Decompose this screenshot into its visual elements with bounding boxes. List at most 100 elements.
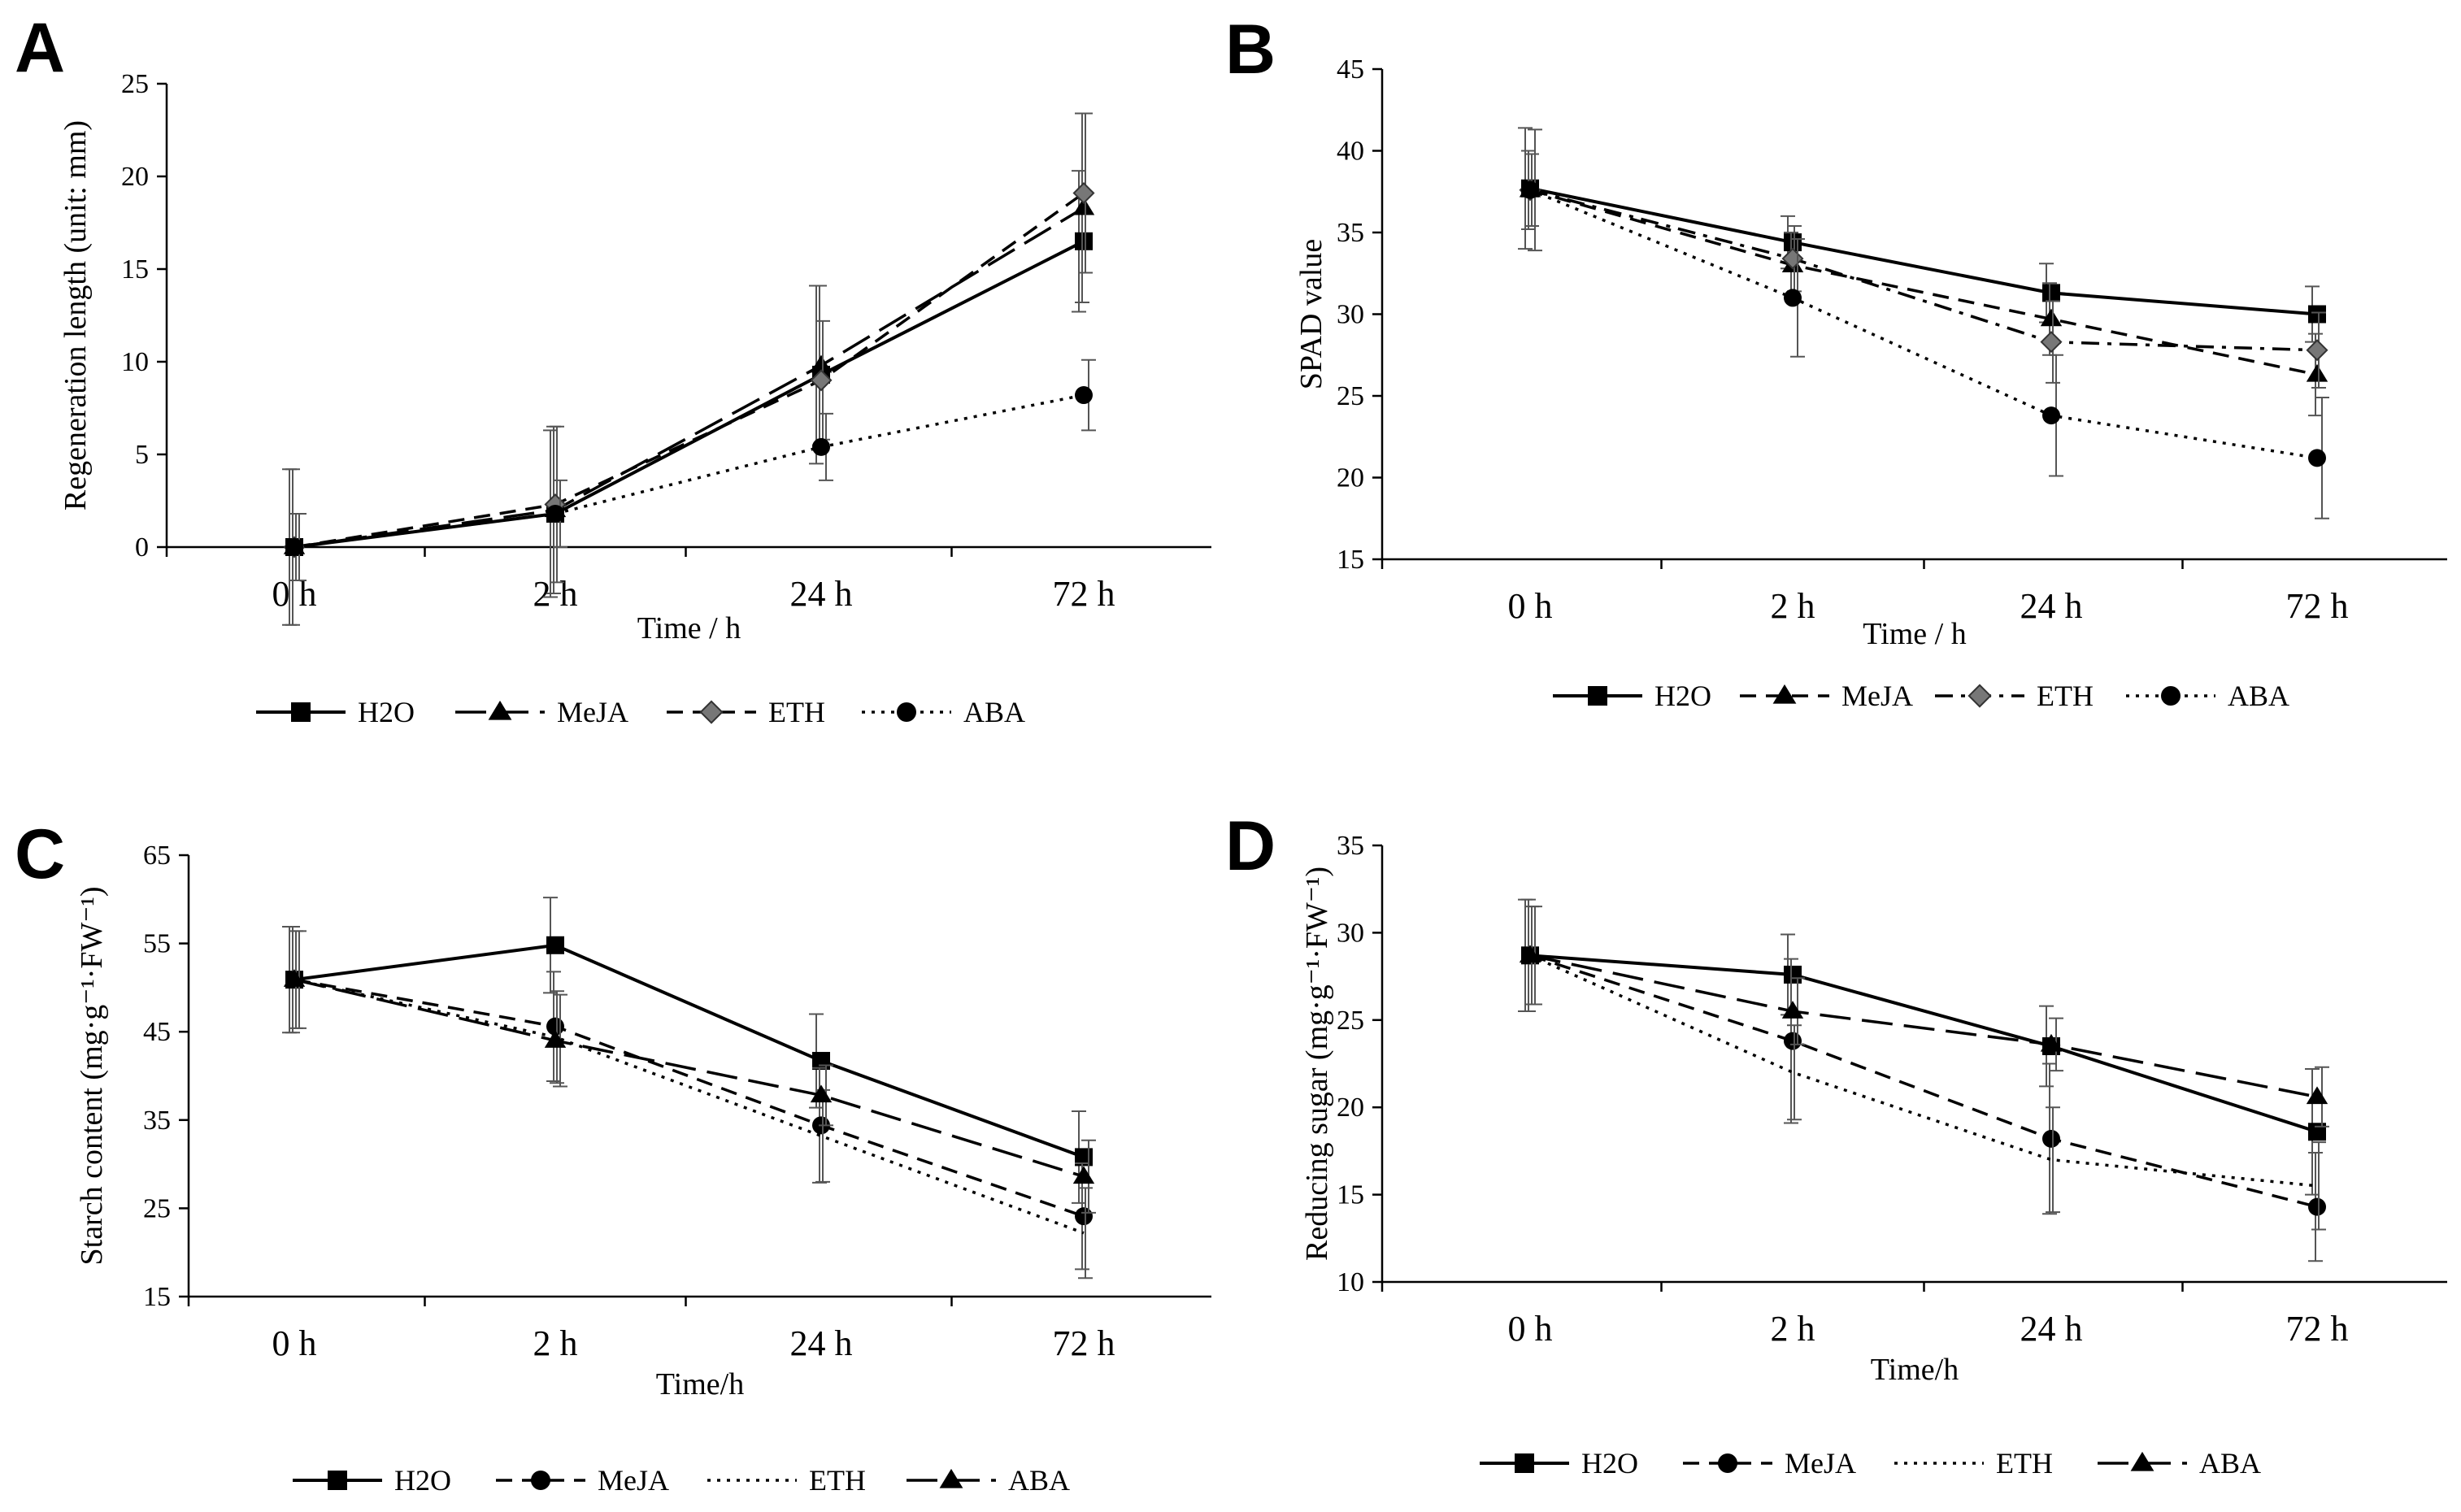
- series-aba: [1521, 128, 2329, 519]
- data-point: [2308, 1197, 2326, 1216]
- legend-label: ETH: [768, 696, 825, 728]
- legend-entry-aba: ABA: [2098, 1447, 2261, 1479]
- legend-marker: [2161, 686, 2181, 706]
- legend-entry-meja: MeJA: [1683, 1447, 1856, 1479]
- x-tick-label: 2 h: [1771, 586, 1815, 626]
- series-line: [293, 978, 1085, 1235]
- legend-label: ABA: [1008, 1464, 1070, 1497]
- y-tick-label: 30: [1337, 918, 1364, 948]
- x-axis-label: Time/h: [1871, 1353, 1959, 1387]
- legend-entry-meja: MeJA: [455, 696, 628, 728]
- panel-letter: C: [15, 815, 65, 893]
- y-tick-label: 45: [143, 1017, 171, 1047]
- legend-label: ETH: [809, 1464, 866, 1497]
- y-tick-label: 20: [1337, 463, 1364, 493]
- series-eth: [283, 112, 1095, 584]
- panel-letter: A: [15, 9, 65, 87]
- data-point: [1072, 197, 1095, 215]
- data-point: [1519, 945, 1541, 963]
- legend-marker: [1515, 1453, 1534, 1473]
- legend-label: H2O: [394, 1464, 451, 1497]
- data-point: [810, 369, 833, 392]
- data-point: [2042, 284, 2060, 302]
- x-tick-label: 2 h: [533, 1323, 578, 1363]
- legend-label: ABA: [2199, 1447, 2261, 1479]
- y-tick-label: 25: [1337, 1006, 1364, 1036]
- data-point: [1521, 180, 1539, 199]
- series-line: [293, 978, 1085, 1218]
- chart-panel-d: D 10 15 20 25 30 35 0 h 2 h 24 h 72 h Time/h Reducin…: [1225, 807, 2447, 1479]
- data-point: [2042, 1129, 2060, 1148]
- series-meja: [285, 925, 1093, 1271]
- series-h2o: [282, 170, 1093, 626]
- data-point: [2040, 331, 2063, 354]
- y-axis-label: Regeneration length (unit: mm): [59, 120, 93, 511]
- series-h2o: [1518, 898, 2326, 1196]
- data-point: [810, 1084, 833, 1103]
- legend-entry-aba: ABA: [2126, 680, 2289, 712]
- legend-entry-eth: ETH: [1935, 680, 2094, 712]
- legend-marker: [1772, 684, 1797, 704]
- legend-label: MeJA: [1785, 1447, 1856, 1479]
- y-tick-label: 25: [143, 1193, 171, 1223]
- legend-label: ABA: [2228, 680, 2289, 712]
- data-point: [283, 969, 306, 987]
- legend-entry-h2o: H2O: [256, 696, 415, 728]
- y-tick-label: 0: [135, 532, 149, 563]
- series-line: [1529, 954, 2318, 1134]
- x-tick-label: 0 h: [1508, 1309, 1553, 1349]
- x-tick-label: 2 h: [1771, 1309, 1815, 1349]
- data-point: [2308, 305, 2326, 324]
- legend-label: ETH: [1996, 1447, 2053, 1479]
- legend-label: MeJA: [598, 1464, 669, 1497]
- y-tick-label: 15: [1337, 1180, 1364, 1210]
- y-tick-label: 35: [1337, 831, 1364, 861]
- legend-label: ABA: [963, 696, 1025, 728]
- data-point: [812, 437, 830, 456]
- series-line: [1529, 186, 2318, 316]
- y-tick-label: 45: [1337, 54, 1364, 85]
- series-meja: [1521, 898, 2326, 1262]
- data-point: [1075, 1207, 1093, 1226]
- legend-entry-h2o: H2O: [1480, 1447, 1638, 1479]
- series-line: [1529, 189, 2318, 376]
- series-h2o: [1518, 127, 2326, 343]
- data-point: [2306, 1086, 2328, 1105]
- x-axis-label: Time/h: [656, 1367, 744, 1401]
- legend-entry-meja: MeJA: [496, 1464, 669, 1497]
- series-line: [1529, 189, 2318, 460]
- legend-entry-h2o: H2O: [293, 1464, 451, 1497]
- series-eth: [289, 930, 1093, 1280]
- x-tick-label: 24 h: [790, 1323, 853, 1363]
- series-line: [1529, 189, 2318, 352]
- chart-panel-b: B 15 20 25 30 35 40 45 0 h 2 h 24 h 72 h Time / h SPA…: [1225, 11, 2447, 712]
- legend-label: H2O: [1654, 680, 1711, 712]
- legend-entry-meja: MeJA: [1740, 680, 1913, 712]
- legend-entry-aba: ABA: [907, 1464, 1070, 1497]
- legend-entry-h2o: H2O: [1553, 680, 1711, 712]
- legend-label: MeJA: [557, 696, 628, 728]
- y-tick-label: 20: [121, 162, 149, 192]
- x-axis-label: Time / h: [1863, 617, 1966, 651]
- data-point: [1075, 232, 1093, 250]
- legend-marker: [488, 700, 512, 720]
- data-point: [810, 354, 833, 373]
- y-tick-label: 25: [121, 69, 149, 99]
- data-point: [546, 936, 564, 954]
- legend-marker: [2130, 1451, 2154, 1471]
- legend-marker: [897, 702, 916, 722]
- data-point: [546, 504, 564, 523]
- series-line: [293, 240, 1085, 549]
- y-tick-label: 15: [121, 254, 149, 285]
- y-tick-label: 25: [1337, 381, 1364, 411]
- legend-label: ETH: [2037, 680, 2094, 712]
- series-aba: [1519, 906, 2329, 1127]
- y-tick-label: 15: [143, 1282, 171, 1312]
- y-axis-label: Reducing sugar (mg·g⁻¹·FW⁻¹): [1300, 867, 1334, 1261]
- series-line: [293, 978, 1085, 1178]
- x-tick-label: 24 h: [2020, 1309, 2083, 1349]
- panel-letter: D: [1225, 807, 1276, 885]
- panel-letter: B: [1225, 11, 1276, 89]
- y-tick-label: 55: [143, 929, 171, 959]
